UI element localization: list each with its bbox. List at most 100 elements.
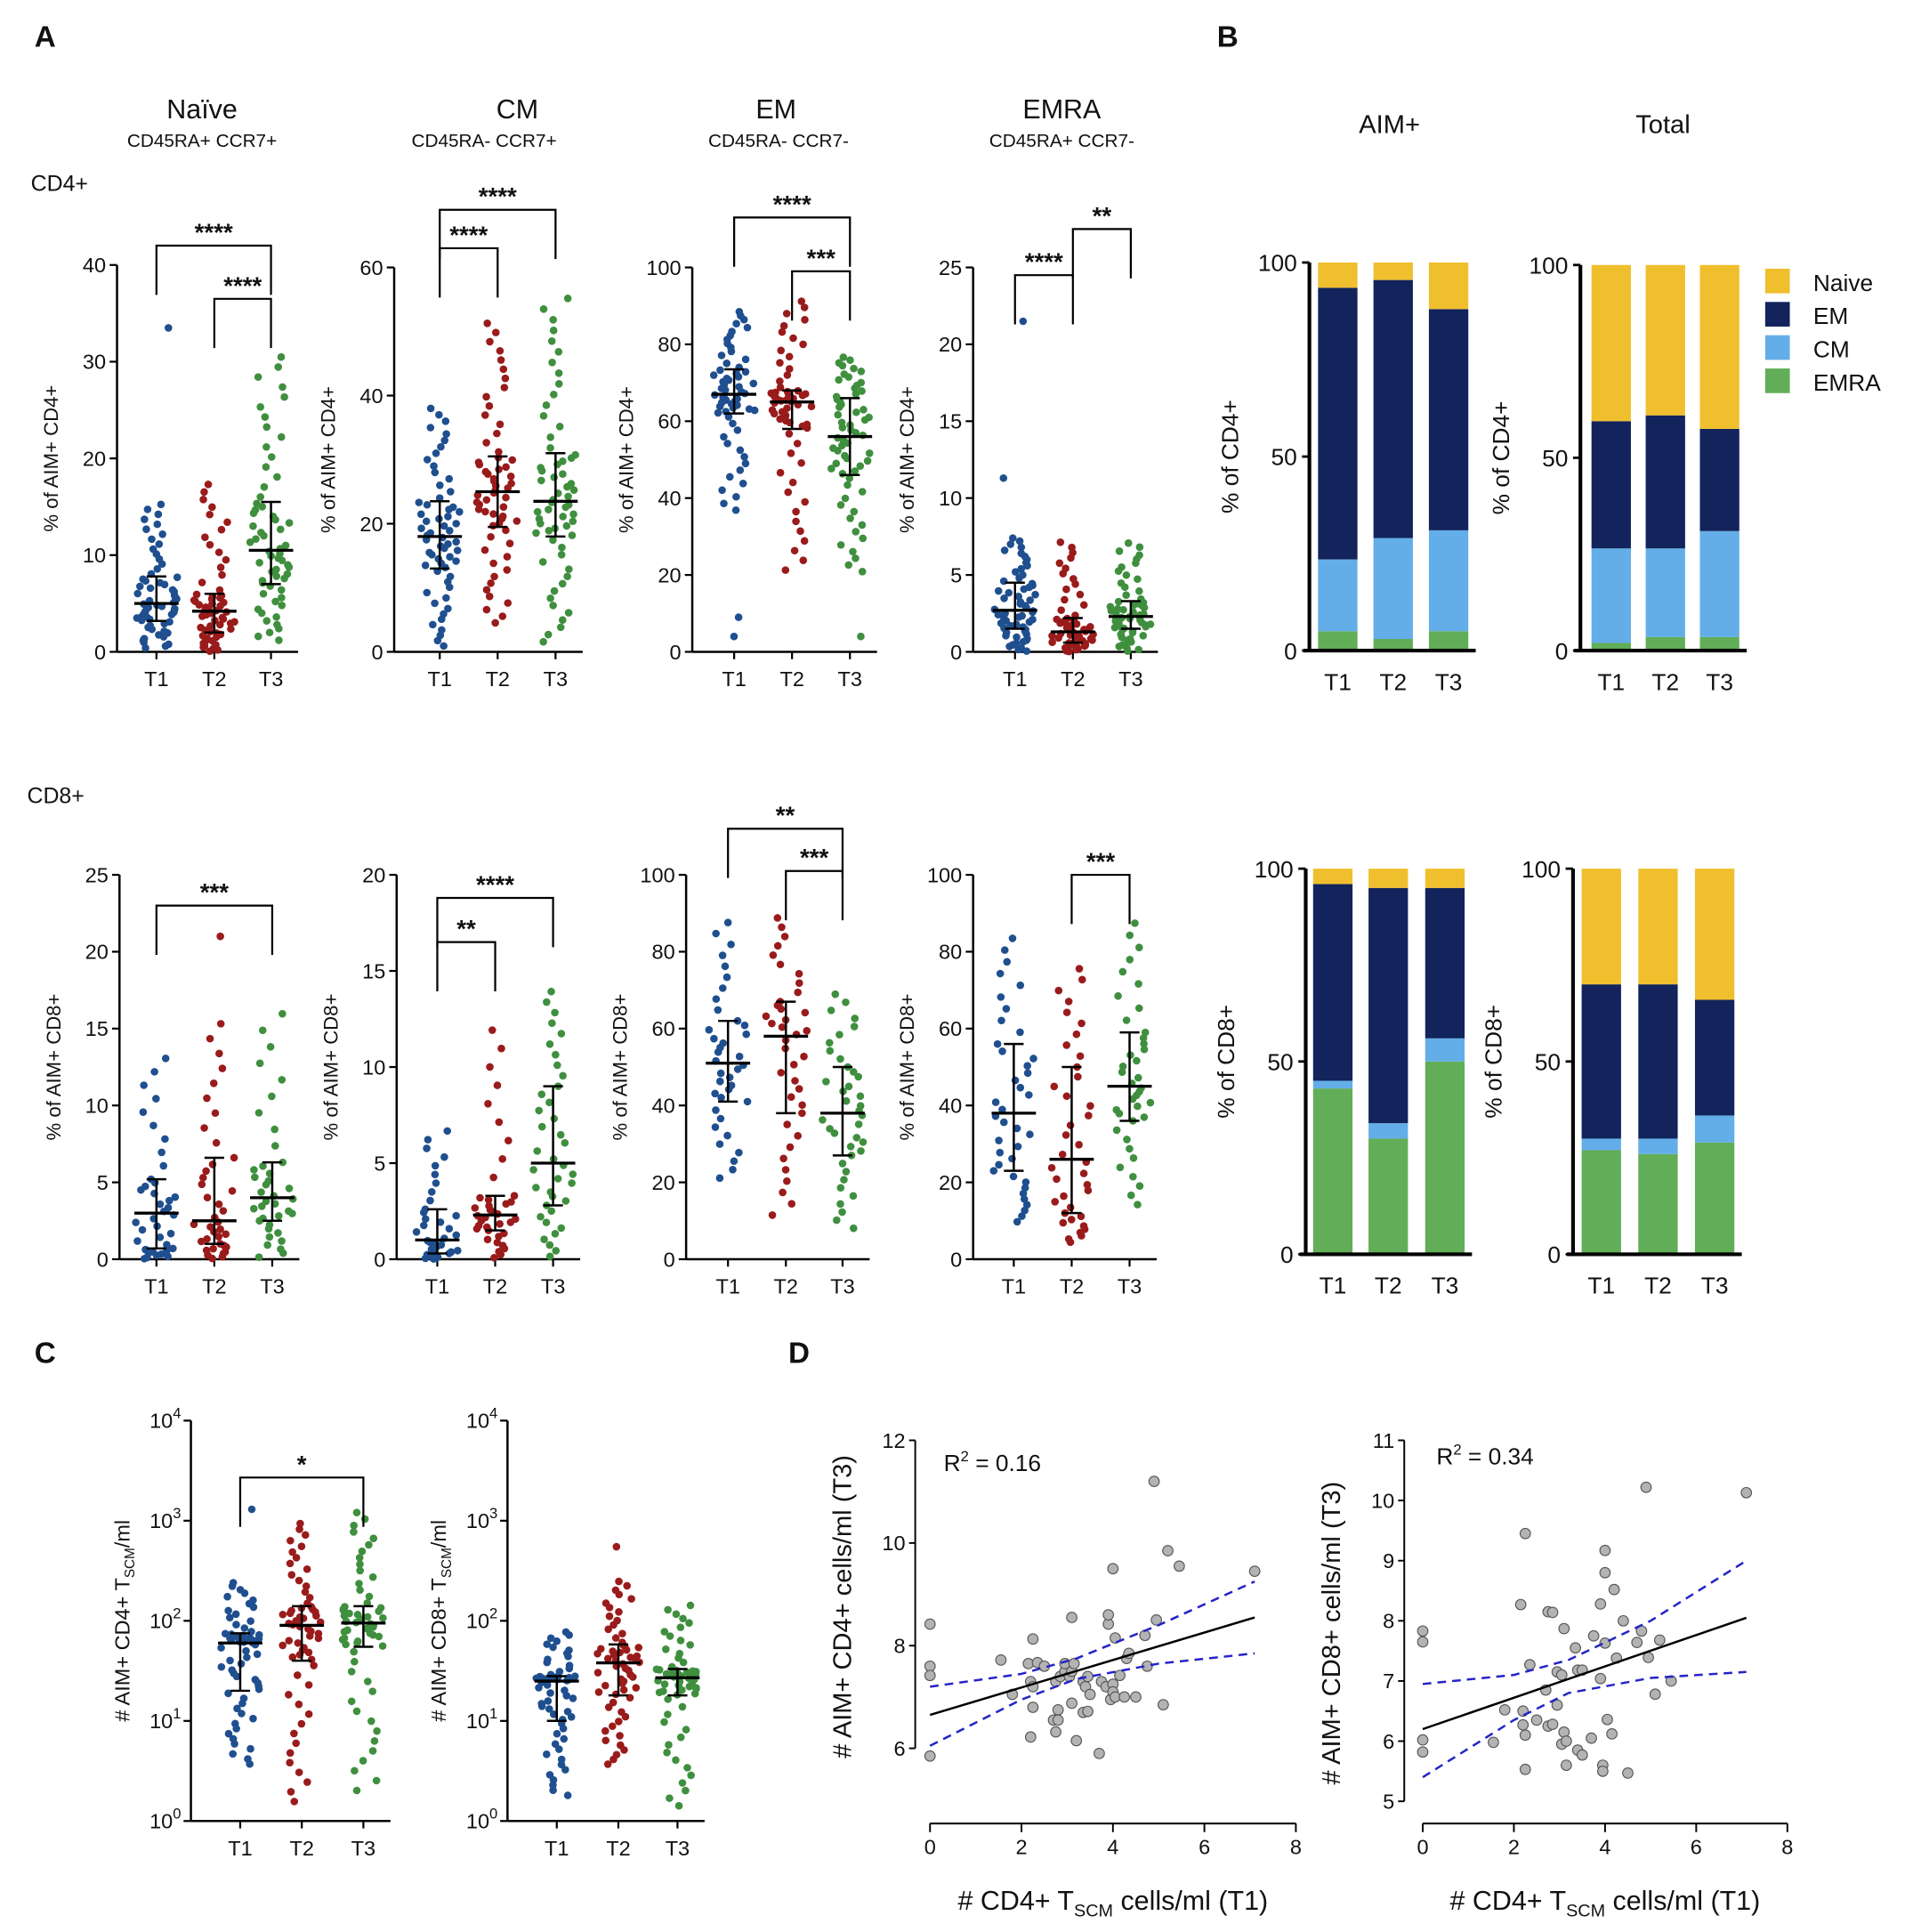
- data-point: [157, 1148, 165, 1157]
- data-point: [712, 929, 720, 938]
- data-point: [159, 1161, 168, 1170]
- data-point: [1599, 1544, 1611, 1556]
- data-point: [790, 546, 799, 555]
- data-point: [294, 1671, 302, 1679]
- y-tick-label: 15: [362, 959, 385, 982]
- data-point: [539, 637, 547, 646]
- data-point: [1050, 1726, 1061, 1738]
- data-point: [211, 1109, 220, 1118]
- data-point: [998, 1047, 1006, 1055]
- x-tick-label: T1: [722, 667, 746, 691]
- data-point: [452, 1231, 461, 1240]
- data-point: [262, 617, 271, 625]
- data-point: [258, 503, 267, 511]
- data-point: [553, 1637, 561, 1645]
- data-point: [1085, 1112, 1093, 1120]
- data-point: [1070, 575, 1078, 583]
- data-point: [841, 494, 850, 503]
- data-point: [1112, 1105, 1121, 1114]
- data-point: [1126, 931, 1134, 940]
- data-point: [777, 346, 786, 355]
- data-point: [720, 499, 728, 508]
- data-point: [1123, 1136, 1131, 1144]
- x-tick-label: T1: [425, 1275, 449, 1298]
- data-point: [249, 1714, 257, 1723]
- x-tick-label: T1: [428, 667, 452, 691]
- data-point: [999, 1118, 1008, 1127]
- x-axis-label: # CD4+ TSCM cells/ml (T1): [957, 1886, 1268, 1921]
- data-point: [421, 1205, 430, 1214]
- data-point: [1122, 591, 1130, 600]
- data-point: [363, 1613, 372, 1621]
- data-point: [779, 321, 788, 330]
- data-point: [156, 578, 165, 587]
- data-point: [1066, 1121, 1075, 1129]
- data-point: [164, 1203, 173, 1212]
- data-point: [715, 1140, 724, 1148]
- data-point: [242, 1646, 250, 1655]
- data-point: [1631, 1637, 1643, 1649]
- data-point: [604, 1625, 612, 1634]
- data-point: [545, 527, 553, 535]
- data-point: [508, 456, 517, 465]
- data-point: [1061, 595, 1069, 604]
- data-point: [1162, 1545, 1174, 1556]
- data-point: [1596, 1765, 1609, 1777]
- data-point: [537, 476, 545, 485]
- data-point: [793, 440, 802, 448]
- data-point: [719, 984, 727, 992]
- data-point: [989, 1167, 998, 1175]
- data-point: [283, 570, 292, 578]
- x-tick-label: T3: [1118, 1275, 1142, 1298]
- x-tick-label: T2: [1375, 1273, 1402, 1299]
- data-point: [285, 1637, 294, 1645]
- data-point: [827, 465, 835, 473]
- data-point: [687, 1771, 695, 1780]
- x-tick-label: T2: [1060, 1275, 1084, 1298]
- data-point: [851, 467, 860, 475]
- data-point: [712, 1106, 720, 1114]
- data-point: [807, 402, 816, 411]
- data-point: [924, 1750, 936, 1762]
- data-point: [609, 1722, 617, 1731]
- x-tick-label: T1: [545, 1837, 569, 1860]
- data-point: [1599, 1566, 1611, 1579]
- data-point: [304, 1681, 313, 1689]
- data-point: [1622, 1766, 1634, 1779]
- data-point: [549, 327, 558, 335]
- data-point: [1009, 1172, 1018, 1181]
- data-point: [1012, 639, 1021, 648]
- data-point: [803, 420, 811, 429]
- data-point: [1079, 1222, 1088, 1230]
- data-point: [273, 620, 281, 629]
- significance-bracket: [436, 896, 554, 948]
- data-point: [558, 1716, 567, 1724]
- data-point: [1018, 611, 1027, 620]
- data-point: [543, 1750, 551, 1758]
- tick-exponent: 2: [489, 1605, 497, 1622]
- data-point: [537, 1212, 545, 1221]
- data-point: [256, 403, 264, 411]
- data-point: [452, 520, 461, 528]
- data-point: [846, 356, 854, 364]
- data-point: [1076, 1052, 1085, 1061]
- data-point: [852, 528, 860, 536]
- x-tick-label: 2: [1015, 1836, 1027, 1859]
- data-point: [274, 1212, 283, 1220]
- data-point: [612, 1542, 621, 1551]
- data-point: [216, 1225, 224, 1233]
- y-tick-label: 20: [83, 447, 106, 470]
- data-point: [537, 1122, 546, 1131]
- data-point: [781, 1166, 790, 1174]
- data-point: [1498, 1704, 1511, 1716]
- data-point: [504, 599, 513, 607]
- data-point: [735, 1148, 743, 1157]
- data-point: [1135, 943, 1143, 951]
- y-tick-label: 50: [1267, 1048, 1293, 1075]
- data-point: [150, 1068, 158, 1076]
- data-point: [537, 1090, 546, 1099]
- data-point: [287, 1571, 296, 1579]
- data-point: [217, 1662, 226, 1671]
- data-point: [558, 543, 566, 552]
- data-point: [438, 626, 446, 635]
